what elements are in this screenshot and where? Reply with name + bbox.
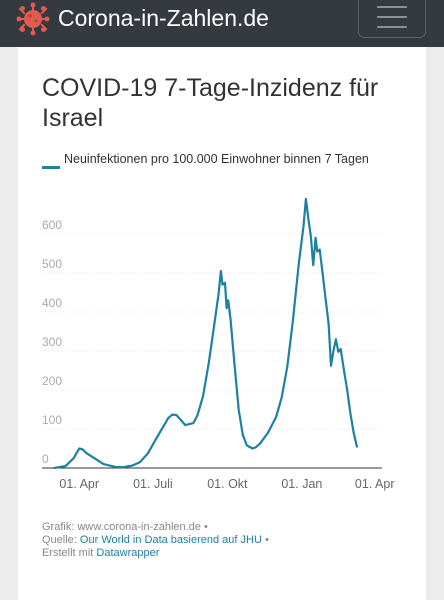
legend-label: Neuinfektionen pro 100.000 Einwohner bin… bbox=[64, 152, 369, 166]
brand-link[interactable]: Corona-in-Zahlen.de bbox=[16, 2, 269, 36]
y-tick-label-100: 100 bbox=[42, 413, 62, 427]
footer-credit: Grafik: www.corona-in-zahlen.de • bbox=[42, 521, 208, 533]
x-tick-label-2: 01. Okt bbox=[207, 477, 248, 491]
y-tick-label-0: 0 bbox=[42, 452, 49, 466]
x-tick-label-4: 01. Apr bbox=[355, 477, 395, 491]
chart-title: COVID-19 7-Tage-Inzidenz für Israel bbox=[42, 74, 379, 132]
x-tick-label-1: 01. Juli bbox=[133, 477, 173, 491]
legend-swatch bbox=[42, 166, 60, 169]
chart-footer: Grafik: www.corona-in-zahlen.de • Quelle… bbox=[42, 521, 412, 560]
footer-tool: Erstellt mit Datawrapper bbox=[42, 547, 160, 559]
hamburger-menu-icon bbox=[377, 6, 407, 8]
y-tick-label-300: 300 bbox=[42, 335, 62, 349]
chart-legend: Neuinfektionen pro 100.000 Einwohner bin… bbox=[42, 151, 402, 169]
chart-card: COVID-19 7-Tage-Inzidenz für Israel Neui… bbox=[18, 47, 426, 600]
source-link[interactable]: Our World in Data basierend auf JHU bbox=[79, 534, 262, 546]
x-tick-label-3: 01. Jan bbox=[281, 477, 322, 491]
virus-icon bbox=[16, 2, 50, 35]
footer-source: Quelle: Our World in Data basierend auf … bbox=[42, 534, 269, 546]
x-tick-label-0: 01. Apr bbox=[59, 477, 99, 491]
y-tick-label-600: 600 bbox=[42, 218, 62, 232]
menu-toggle-button[interactable] bbox=[358, 0, 426, 38]
line-chart: 0 100 200 300 400 500 600 01. Apr 01. Juli 01. Ok… bbox=[42, 197, 395, 491]
navbar: Corona-in-Zahlen.de bbox=[0, 0, 444, 47]
y-tick-label-200: 200 bbox=[42, 374, 62, 388]
brand-text: Corona-in-Zahlen.de bbox=[58, 5, 269, 31]
y-tick-label-500: 500 bbox=[42, 257, 62, 271]
datawrapper-link[interactable]: Datawrapper bbox=[96, 547, 160, 559]
series-line-0 bbox=[53, 197, 358, 470]
y-tick-label-400: 400 bbox=[42, 296, 62, 310]
